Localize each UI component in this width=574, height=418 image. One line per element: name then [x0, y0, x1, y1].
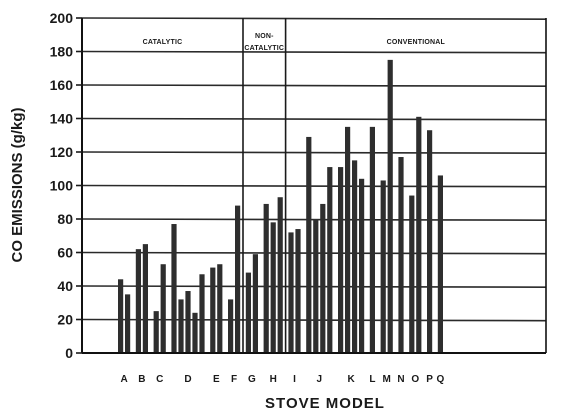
- y-tick-label: 120: [50, 144, 74, 160]
- y-tick-label: 40: [57, 278, 73, 294]
- bar: [427, 130, 433, 353]
- bar: [345, 126, 351, 353]
- section-labels: CATALYTIC NON- CATALYTIC CONVENTIONAL: [143, 33, 446, 52]
- y-tick-label: 60: [57, 245, 73, 261]
- bar: [125, 294, 131, 353]
- x-category-label: I: [293, 374, 296, 385]
- x-category-label: A: [120, 374, 127, 385]
- y-tick-label: 20: [57, 312, 73, 328]
- y-tick-label: 160: [50, 77, 74, 93]
- bar: [118, 279, 124, 353]
- y-tick-label: 140: [50, 111, 74, 127]
- bar: [306, 136, 312, 353]
- x-category-label: Q: [437, 374, 445, 385]
- bar: [178, 299, 184, 353]
- gridline: [81, 184, 547, 188]
- bar: [352, 160, 358, 353]
- section-label: NON-: [255, 33, 274, 40]
- bar: [185, 291, 191, 353]
- gridline: [81, 84, 547, 87]
- bar: [153, 311, 159, 353]
- bar: [409, 195, 415, 353]
- y-tick-label: 100: [50, 178, 74, 194]
- x-category-label: F: [231, 374, 237, 385]
- bar: [210, 267, 216, 353]
- y-tick-label: 180: [50, 44, 74, 60]
- bar: [369, 126, 375, 353]
- bar: [263, 203, 269, 353]
- bar: [277, 197, 283, 353]
- x-category-label: M: [383, 374, 391, 385]
- bar: [295, 229, 301, 353]
- bar: [160, 264, 166, 353]
- bars: [118, 59, 443, 353]
- y-tick-label: 0: [65, 345, 73, 361]
- bar: [171, 224, 177, 353]
- section-label: CATALYTIC: [143, 39, 183, 46]
- bar: [228, 299, 234, 353]
- bar: [135, 249, 141, 353]
- section-dividers: [242, 18, 287, 353]
- bar: [142, 244, 148, 353]
- bar: [245, 272, 251, 353]
- x-axis-title: STOVE MODEL: [265, 395, 385, 412]
- x-category-label: O: [411, 374, 419, 385]
- x-category-label: D: [184, 374, 191, 385]
- x-category-label: L: [369, 374, 375, 385]
- bar: [387, 59, 393, 353]
- x-category-label: E: [213, 374, 220, 385]
- y-tick-label: 80: [57, 211, 73, 227]
- x-category-label: B: [138, 374, 145, 385]
- bar: [398, 157, 404, 353]
- gridline: [81, 151, 547, 154]
- y-tick-labels: 0 20 40 60 80 100 120 140 160 180 200: [50, 10, 82, 361]
- gridline: [81, 17, 547, 20]
- bar: [270, 222, 276, 353]
- x-category-label: P: [426, 374, 433, 385]
- section-label: CONVENTIONAL: [387, 39, 446, 46]
- x-category-label: K: [347, 374, 355, 385]
- bar: [320, 203, 326, 353]
- section-label: CATALYTIC: [244, 45, 284, 52]
- x-category-label: N: [397, 374, 404, 385]
- x-category-label: H: [270, 374, 277, 385]
- bar: [338, 167, 344, 353]
- bar: [359, 178, 365, 353]
- grid-lines: [81, 17, 547, 322]
- bar: [235, 205, 241, 353]
- bar: [313, 219, 319, 353]
- bar: [217, 264, 223, 353]
- bar: [192, 312, 198, 353]
- x-category-label: G: [248, 374, 256, 385]
- bar: [327, 167, 333, 353]
- bar: [416, 116, 422, 353]
- gridline: [81, 117, 547, 121]
- bar: [288, 232, 294, 353]
- x-category-label: J: [317, 374, 323, 385]
- bar: [380, 180, 386, 353]
- y-axis-title: CO EMISSIONS (g/kg): [9, 107, 26, 262]
- gridline: [81, 50, 547, 54]
- bar: [199, 274, 205, 353]
- y-tick-label: 200: [50, 10, 74, 26]
- x-category-label: C: [156, 374, 163, 385]
- bar: [437, 175, 443, 353]
- bar: [252, 254, 258, 353]
